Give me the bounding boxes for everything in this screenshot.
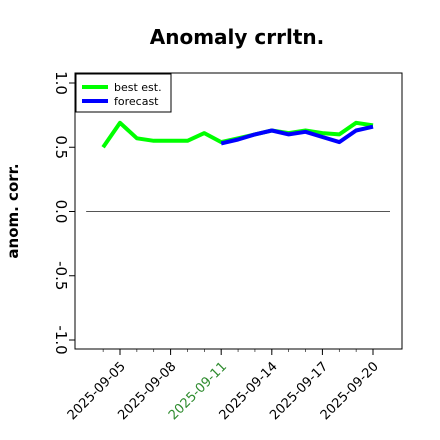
y-tick-label: -1.0 — [52, 325, 70, 354]
chart-title: Anomaly crrltn. — [150, 25, 324, 49]
y-tick-label: 0.0 — [52, 200, 70, 224]
y-tick-label: 0.5 — [52, 135, 70, 159]
y-tick-label: 1.0 — [52, 71, 70, 95]
y-axis-label: anom. corr. — [4, 163, 22, 258]
legend: best est. forecast — [75, 73, 172, 113]
legend-label-forecast: forecast — [114, 95, 159, 108]
legend-box — [75, 73, 172, 113]
y-tick-label: -0.5 — [52, 261, 70, 290]
legend-label-best-est: best est. — [114, 81, 162, 94]
series-line-forecast — [220, 124, 374, 146]
series-line-best-est — [101, 120, 374, 149]
